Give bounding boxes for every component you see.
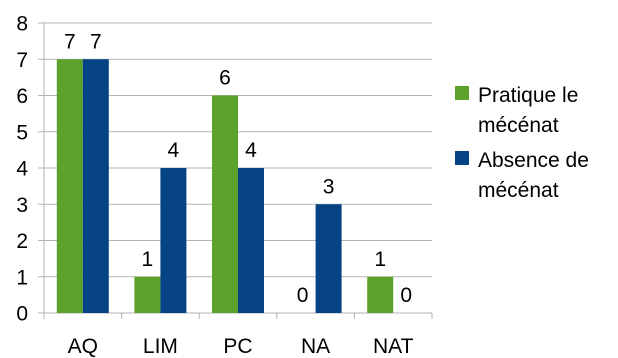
data-label-nat-series-1: 1 <box>374 248 386 271</box>
bar-lim-series-1 <box>134 276 161 313</box>
y-tick-label: 3 <box>16 194 28 217</box>
bars <box>56 59 394 313</box>
data-label-lim-series-2: 4 <box>168 139 180 162</box>
data-label-pc-series-2: 4 <box>245 139 257 162</box>
bar-aq-series-1 <box>56 59 83 313</box>
x-axis-tick-labels: AQ LIM PC NA NAT <box>68 335 414 358</box>
data-label-na-series-2: 3 <box>323 175 335 198</box>
data-label-pc-series-1: 6 <box>219 67 231 90</box>
y-tick-label: 5 <box>16 121 28 144</box>
legend-label-series-1: Pratique le <box>478 84 578 107</box>
y-tick-label: 6 <box>16 85 28 108</box>
bar-lim-series-2 <box>160 168 187 313</box>
bar-na-series-2 <box>315 204 342 313</box>
data-label-nat-series-2: 0 <box>400 284 412 307</box>
data-label-aq-series-2: 7 <box>90 30 102 53</box>
legend-swatch-series-1 <box>455 86 469 100</box>
data-label-na-series-1: 0 <box>297 284 309 307</box>
bar-pc-series-2 <box>238 168 264 313</box>
bar-pc-series-1 <box>212 95 238 313</box>
x-tick-label-aq: AQ <box>68 335 98 358</box>
y-tick-label: 1 <box>16 266 28 289</box>
legend-label-series-2: Absence de <box>478 149 589 172</box>
y-axis-tick-labels: 0 1 2 3 4 5 6 7 8 <box>16 13 28 326</box>
legend: Pratique le mécénat Absence de mécénat <box>455 84 589 202</box>
y-tick-label: 8 <box>16 13 28 36</box>
legend-swatch-series-2 <box>455 151 469 165</box>
bar-aq-series-2 <box>82 59 109 313</box>
data-label-aq-series-1: 7 <box>64 30 76 53</box>
legend-label-series-1: mécénat <box>478 114 559 137</box>
x-tick-label-lim: LIM <box>143 335 178 358</box>
data-label-lim-series-1: 1 <box>142 248 154 271</box>
x-tick-label-na: NA <box>301 335 330 358</box>
y-tick-label: 4 <box>16 158 28 181</box>
y-tick-label: 2 <box>16 230 28 253</box>
y-tick-label: 0 <box>16 303 28 326</box>
bar-nat-series-1 <box>367 276 394 313</box>
y-tick-label: 7 <box>16 49 28 72</box>
legend-label-series-2: mécénat <box>478 179 559 202</box>
x-tick-label-pc: PC <box>223 335 252 358</box>
x-tick-label-nat: NAT <box>373 335 414 358</box>
